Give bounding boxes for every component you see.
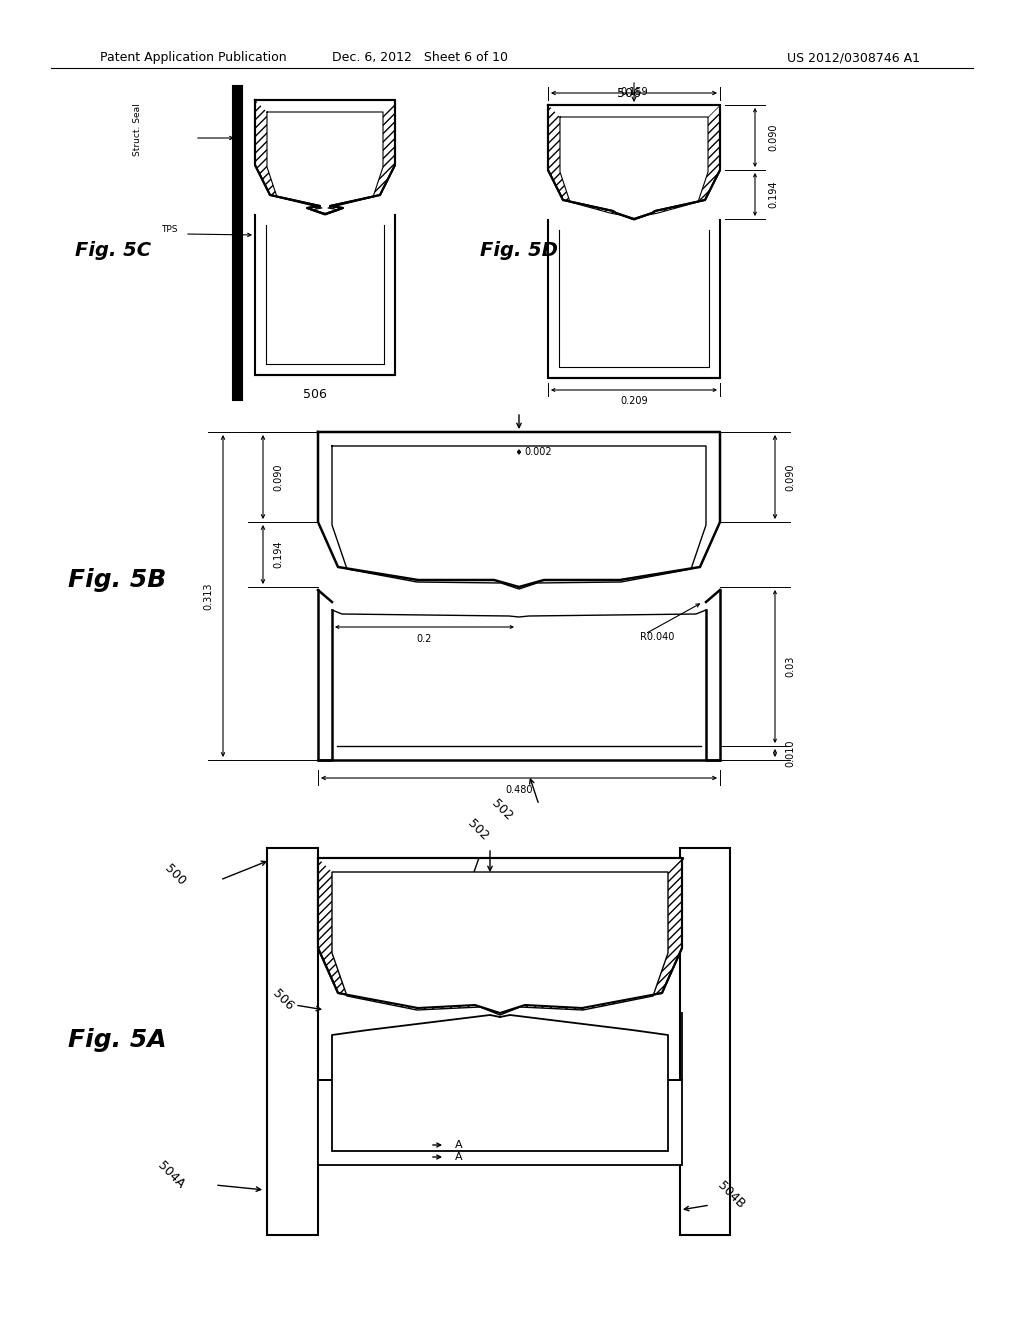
Bar	[680, 847, 730, 1236]
Text: 506: 506	[270, 987, 296, 1012]
Text: 0.159: 0.159	[621, 87, 648, 96]
Text: 0.002: 0.002	[524, 447, 552, 457]
Text: 0.090: 0.090	[768, 123, 778, 150]
Polygon shape	[318, 858, 682, 1012]
Text: A: A	[455, 1140, 463, 1150]
Text: Dec. 6, 2012   Sheet 6 of 10: Dec. 6, 2012 Sheet 6 of 10	[332, 51, 508, 65]
Text: A: A	[455, 1152, 463, 1162]
Text: 506: 506	[617, 87, 641, 100]
Text: 504A: 504A	[155, 1159, 187, 1191]
Text: 0.480: 0.480	[505, 785, 532, 795]
Text: Fig. 5A: Fig. 5A	[68, 1028, 167, 1052]
Text: 0.209: 0.209	[621, 396, 648, 407]
Text: R0.040: R0.040	[640, 632, 675, 642]
Text: TPS: TPS	[162, 226, 178, 235]
Text: 0.03: 0.03	[785, 656, 795, 677]
Polygon shape	[318, 1080, 682, 1166]
Text: Patent Application Publication: Patent Application Publication	[100, 51, 287, 65]
Text: 502: 502	[465, 817, 492, 843]
Text: 0.090: 0.090	[273, 463, 283, 491]
Text: 0.090: 0.090	[785, 463, 795, 491]
Text: 0.194: 0.194	[768, 181, 778, 209]
Text: 500: 500	[162, 862, 188, 888]
Text: Fig. 5D: Fig. 5D	[480, 240, 558, 260]
Text: 0.010: 0.010	[785, 739, 795, 767]
Text: 504B: 504B	[715, 1179, 748, 1210]
Text: 0.2: 0.2	[417, 634, 432, 644]
Text: Struct. Seal: Struct. Seal	[133, 104, 142, 156]
Text: 0.194: 0.194	[273, 541, 283, 568]
Polygon shape	[332, 873, 668, 1015]
Text: Fig. 5C: Fig. 5C	[75, 240, 151, 260]
Text: 0.313: 0.313	[203, 582, 213, 610]
Text: 502: 502	[489, 797, 515, 824]
Text: Fig. 5B: Fig. 5B	[68, 568, 166, 591]
Text: 506: 506	[303, 388, 327, 401]
Bar	[267, 847, 318, 1236]
Text: US 2012/0308746 A1: US 2012/0308746 A1	[787, 51, 920, 65]
